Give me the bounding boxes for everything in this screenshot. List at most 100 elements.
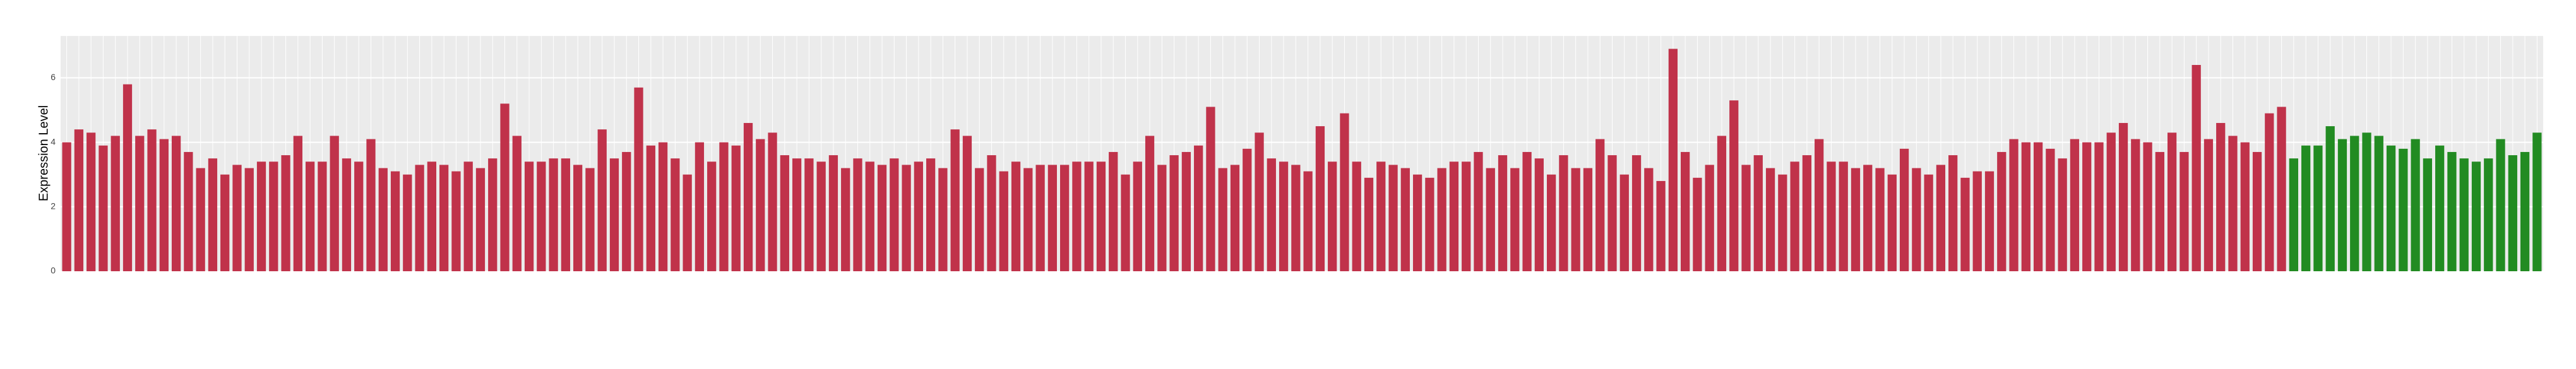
bar xyxy=(2228,136,2238,271)
bar xyxy=(2301,145,2311,271)
bar xyxy=(695,142,705,271)
bar xyxy=(646,145,655,271)
bar xyxy=(232,165,242,271)
bar xyxy=(2337,139,2347,271)
bar xyxy=(196,168,205,271)
bar xyxy=(1875,168,1885,271)
bar xyxy=(1656,180,1666,271)
bar xyxy=(330,136,339,271)
bar xyxy=(999,171,1008,271)
bar xyxy=(1230,165,1240,271)
bar xyxy=(1899,148,1909,271)
bar xyxy=(609,158,619,271)
bar xyxy=(2496,139,2505,271)
bar xyxy=(1133,161,1142,271)
bar xyxy=(1315,126,1325,271)
bar xyxy=(950,129,960,271)
bar xyxy=(1631,155,1642,271)
bar xyxy=(2131,139,2140,271)
bar xyxy=(281,155,290,271)
bar xyxy=(865,161,874,271)
bar xyxy=(1255,132,1264,271)
bar xyxy=(1681,151,1690,271)
bar xyxy=(2277,107,2286,272)
bar xyxy=(1729,100,1739,272)
bar xyxy=(1352,161,1361,271)
bar xyxy=(561,158,571,271)
bar xyxy=(1522,151,1532,271)
bar xyxy=(671,158,680,271)
bar xyxy=(1437,168,1446,271)
bar xyxy=(756,139,765,271)
bar xyxy=(926,158,936,271)
bar xyxy=(1291,165,1301,271)
bar xyxy=(390,171,400,271)
bar xyxy=(1827,161,1836,271)
bar xyxy=(1693,177,1702,271)
bar xyxy=(1072,161,1082,271)
bar xyxy=(1815,139,1824,271)
bar xyxy=(2240,142,2250,271)
bar xyxy=(573,165,583,271)
bar xyxy=(585,168,595,271)
bar xyxy=(792,158,802,271)
bar xyxy=(1936,165,1946,271)
bar xyxy=(1425,177,1434,271)
y-tick-label: 2 xyxy=(51,201,56,211)
bar xyxy=(256,161,266,271)
bar xyxy=(2046,148,2055,271)
bar xyxy=(2435,145,2445,271)
bar xyxy=(1510,168,1520,271)
bar xyxy=(962,136,972,271)
bar xyxy=(1778,174,1787,271)
bar xyxy=(318,161,327,271)
bar xyxy=(2313,145,2323,271)
bar xyxy=(415,165,424,271)
bar xyxy=(1145,136,1155,271)
bar xyxy=(1717,136,1727,271)
bar xyxy=(208,158,218,271)
bar xyxy=(683,174,692,271)
bar xyxy=(512,136,522,271)
bar xyxy=(2167,132,2177,271)
bar xyxy=(1644,168,1654,271)
bar xyxy=(2325,126,2335,271)
bar xyxy=(1328,161,1337,271)
y-tick-label: 6 xyxy=(51,72,56,82)
bar xyxy=(2447,151,2457,271)
bar xyxy=(98,145,108,271)
bar xyxy=(1023,168,1033,271)
bar xyxy=(451,171,461,271)
bar xyxy=(1279,161,1289,271)
plot-background xyxy=(61,36,2543,271)
bar xyxy=(1972,171,1982,271)
bar xyxy=(475,168,486,271)
bar xyxy=(1218,168,1227,271)
bar xyxy=(719,142,729,271)
bar xyxy=(427,161,437,271)
bar xyxy=(2009,139,2018,271)
bar xyxy=(488,158,498,271)
bar xyxy=(2399,148,2408,271)
bar xyxy=(2520,151,2530,271)
bar xyxy=(2374,136,2383,271)
bar xyxy=(1376,161,1386,271)
bar xyxy=(147,129,157,271)
bar xyxy=(2203,139,2214,271)
bar xyxy=(1912,168,1921,271)
bar xyxy=(403,174,412,271)
bar xyxy=(1765,168,1775,271)
bar xyxy=(439,165,449,271)
bar xyxy=(342,158,352,271)
bar xyxy=(2508,155,2517,271)
bar xyxy=(1449,161,1459,271)
bar xyxy=(2532,132,2542,271)
bar xyxy=(975,168,984,271)
bar xyxy=(2021,142,2030,271)
bar xyxy=(2423,158,2433,271)
bar xyxy=(549,158,558,271)
bar xyxy=(1412,174,1422,271)
bar xyxy=(1169,155,1179,271)
bar xyxy=(62,142,71,271)
